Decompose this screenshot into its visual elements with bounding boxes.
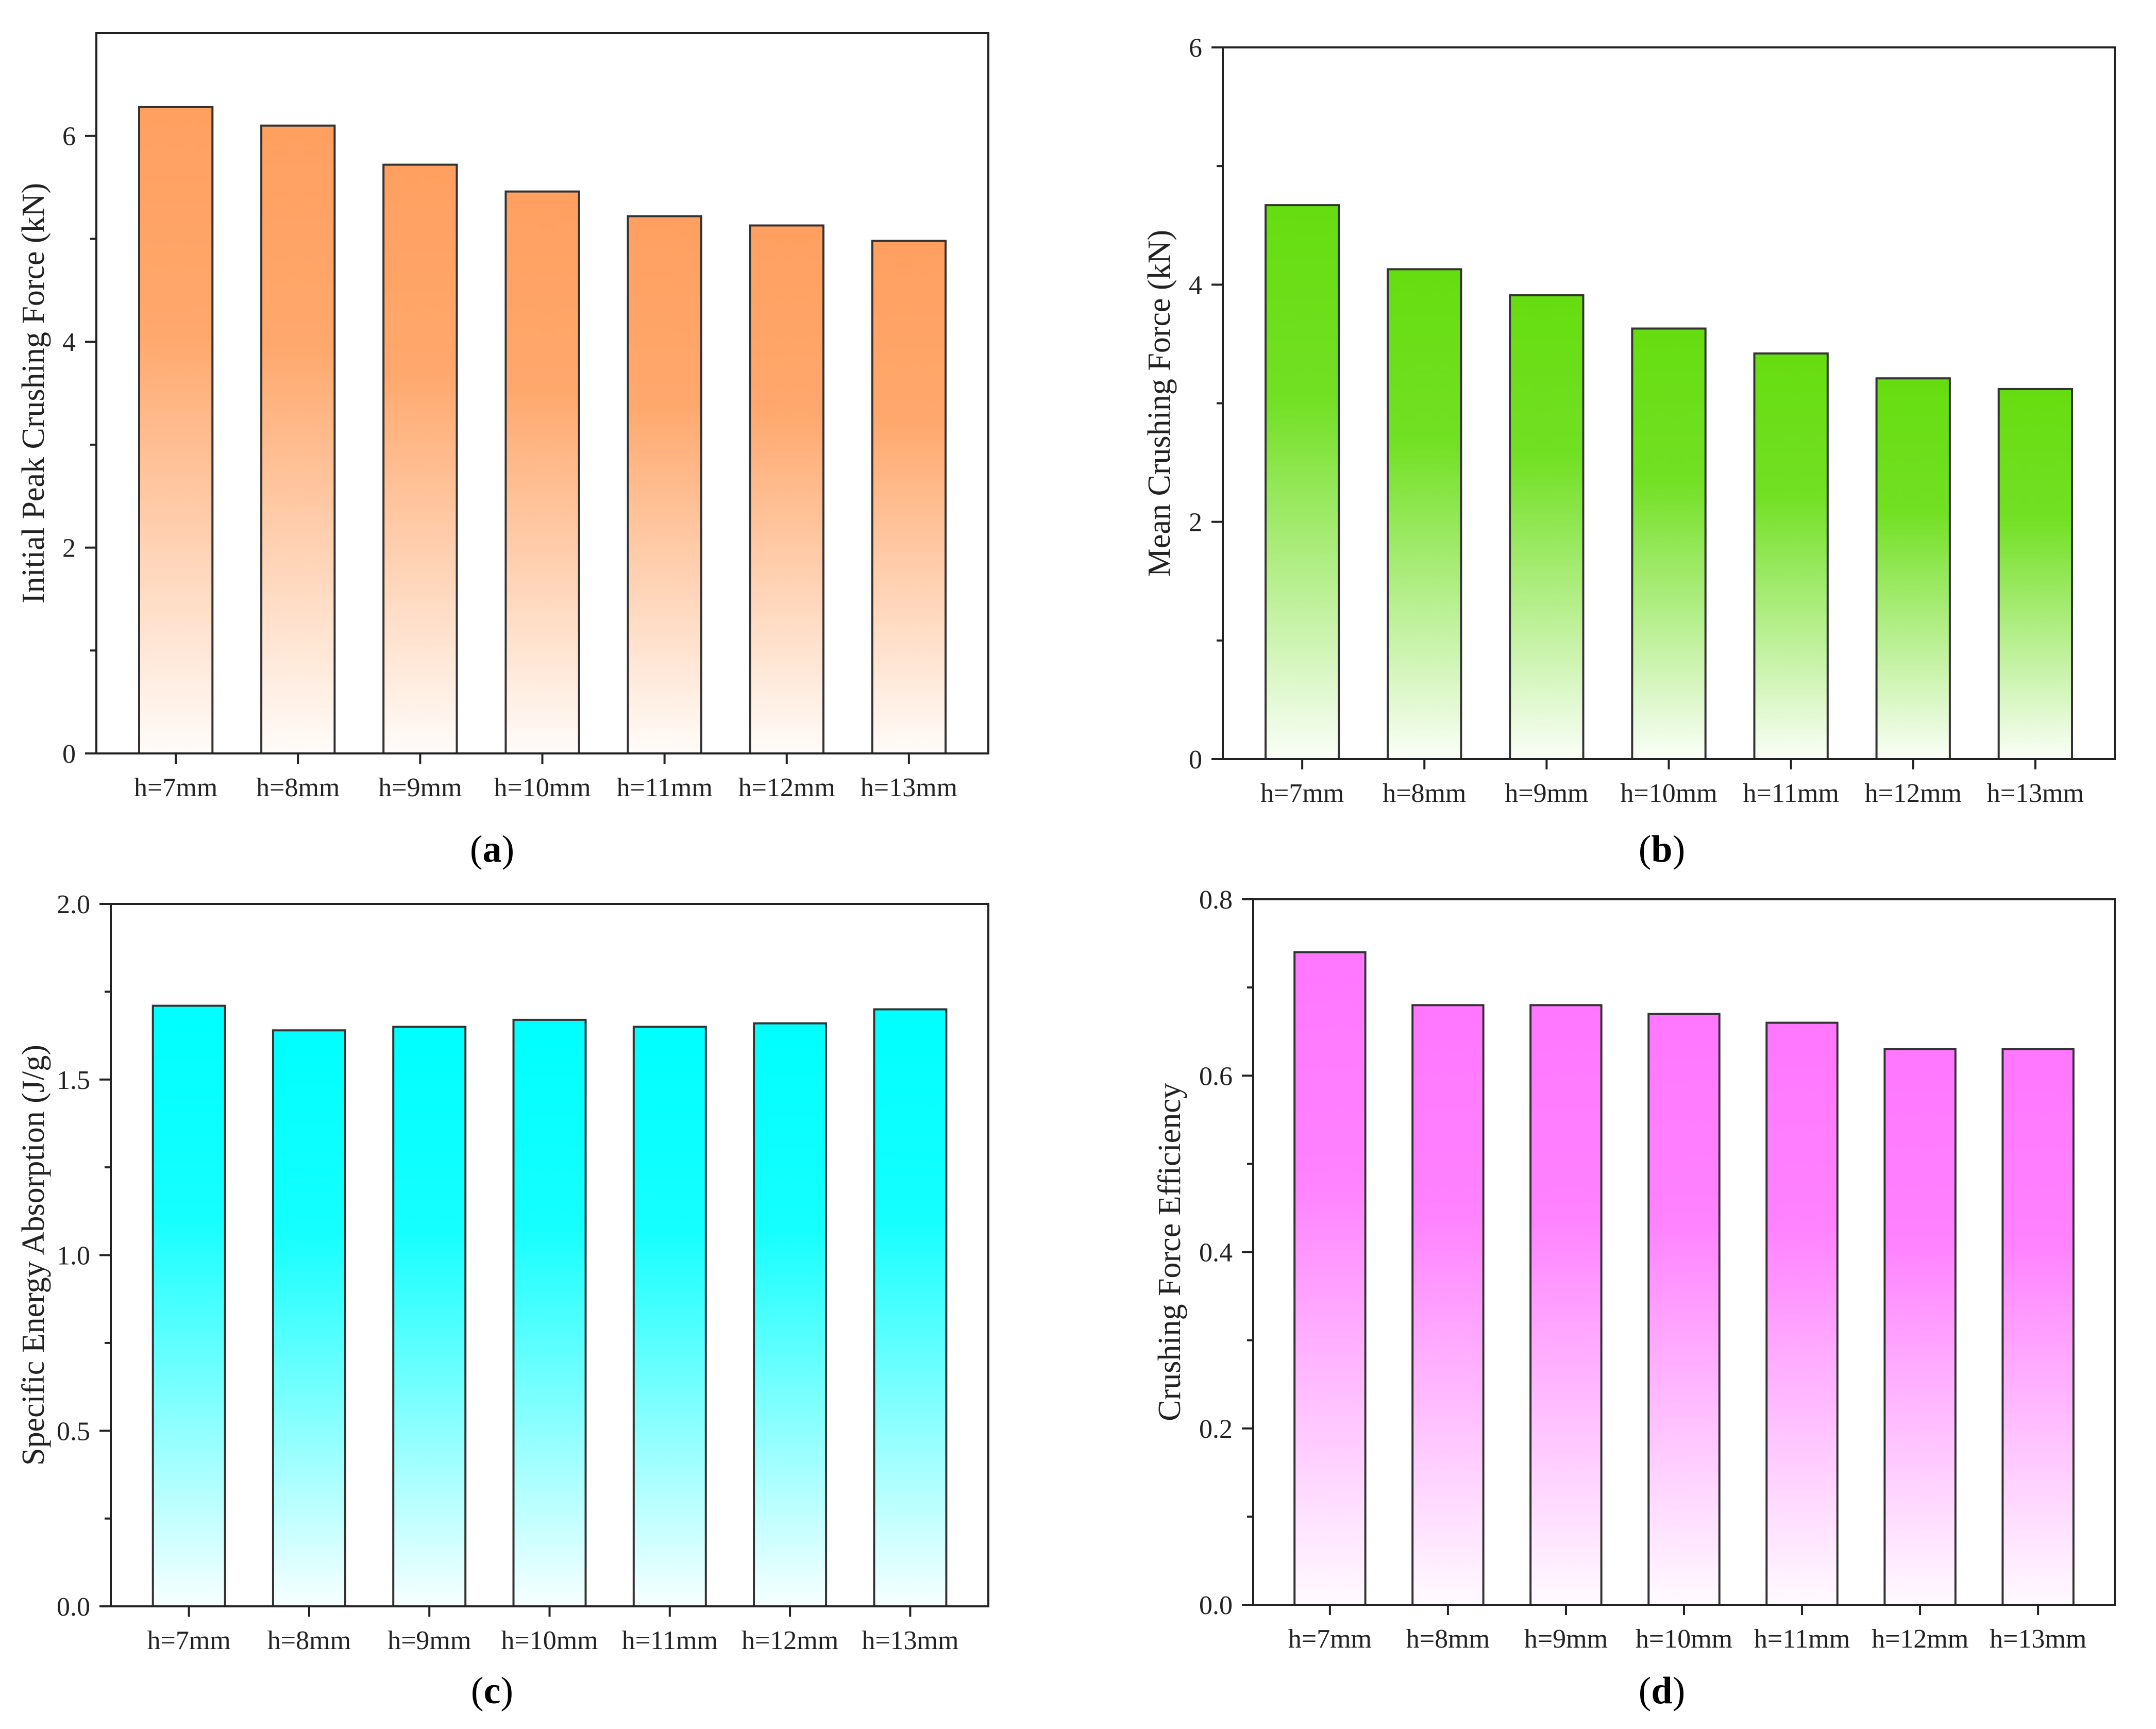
x-tick-label-b-3: h=9mm [1505, 779, 1588, 808]
y-tick-label-b: 4 [1189, 271, 1202, 300]
y-tick-label-c: 0.5 [57, 1417, 90, 1446]
panel-caption-d: (d) [1639, 1670, 1685, 1712]
y-tick-label-d: 0.4 [1199, 1238, 1233, 1268]
x-tick-label-d-1: h=7mm [1288, 1624, 1372, 1654]
bar-b-7 [1997, 388, 2073, 760]
bar-b-1 [1265, 204, 1340, 761]
x-tick-label-b-4: h=10mm [1620, 779, 1717, 808]
x-tick-label-b-5: h=11mm [1743, 779, 1839, 808]
x-tick-label-a-6: h=12mm [738, 773, 835, 802]
x-tick-label-c-4: h=10mm [501, 1626, 598, 1655]
panel-caption-a: (a) [470, 828, 514, 870]
y-tick-label-c: 1.0 [57, 1241, 90, 1271]
x-tick-label-b-6: h=12mm [1865, 779, 1962, 808]
bar-d-6 [1883, 1048, 1957, 1606]
x-tick-label-b-2: h=8mm [1383, 779, 1466, 808]
x-tick-label-a-3: h=9mm [378, 773, 462, 802]
x-tick-label-d-2: h=8mm [1406, 1624, 1490, 1654]
bar-a-4 [504, 190, 580, 755]
chart-panel-b: 0 2 4 6 h=7mm h=8mm h=9mm h=10mm h=11mm h=12mm h=1… [1142, 33, 2116, 870]
y-tick-label-a: 6 [62, 122, 76, 152]
bar-d-3 [1529, 1004, 1603, 1606]
x-tick-label-c-7: h=13mm [862, 1626, 958, 1655]
bar-a-6 [749, 224, 824, 754]
bar-d-5 [1765, 1021, 1839, 1606]
panel-caption-b: (b) [1639, 828, 1685, 870]
y-tick-label-d: 0.8 [1199, 885, 1233, 915]
x-tick-label-d-7: h=13mm [1990, 1624, 2086, 1654]
y-tick-label-c: 2.0 [57, 890, 90, 919]
x-tick-label-c-1: h=7mm [147, 1626, 231, 1655]
chart-panel-c: 0.0 0.5 1.0 1.5 2.0 h=7mm h=8mm h=9mm h=10mm h=11… [16, 890, 989, 1712]
y-axis-title-b: Mean Crushing Force (kN) [1142, 230, 1177, 577]
bar-c-1 [151, 1004, 226, 1607]
bar-a-3 [382, 163, 458, 755]
bar-c-5 [632, 1026, 707, 1607]
x-tick-label-c-2: h=8mm [267, 1626, 351, 1655]
x-tick-label-c-3: h=9mm [388, 1626, 471, 1655]
y-axis-title-a: Initial Peak Crushing Force (kN) [16, 183, 51, 603]
y-tick-label-c: 1.5 [57, 1066, 90, 1095]
bar-a-1 [138, 106, 214, 754]
x-tick-label-a-5: h=11mm [616, 773, 712, 802]
x-tick-label-d-4: h=10mm [1636, 1624, 1732, 1654]
bar-d-7 [2001, 1048, 2075, 1606]
bar-c-4 [512, 1018, 587, 1607]
bar-c-2 [272, 1029, 346, 1607]
y-tick-label-d: 0.0 [1199, 1591, 1233, 1620]
y-tick-label-b: 2 [1189, 508, 1202, 538]
x-tick-label-b-1: h=7mm [1260, 779, 1344, 808]
x-tick-label-c-5: h=11mm [622, 1626, 718, 1655]
bar-b-4 [1631, 327, 1707, 760]
y-tick-label-b: 6 [1189, 33, 1202, 63]
x-tick-label-a-1: h=7mm [134, 773, 217, 802]
chart-panel-a: 0 2 4 6 h=7mm h=8mm h=9mm h=10mm h=11mm h=12mm h=1… [16, 32, 989, 870]
bar-b-2 [1387, 268, 1462, 760]
bar-b-5 [1753, 352, 1829, 760]
bar-a-2 [260, 124, 336, 755]
chart-panel-d: 0.0 0.2 0.4 0.6 0.8 h=7mm h=8mm h=9mm h=10mm h=11… [1152, 885, 2116, 1712]
y-tick-label-a: 2 [62, 534, 76, 563]
bar-a-7 [871, 240, 947, 754]
x-tick-label-c-6: h=12mm [742, 1626, 838, 1655]
bar-d-4 [1647, 1013, 1721, 1606]
x-tick-label-d-5: h=11mm [1754, 1624, 1850, 1654]
y-tick-label-d: 0.6 [1199, 1062, 1233, 1091]
x-tick-label-d-6: h=12mm [1872, 1624, 1968, 1654]
bar-c-6 [753, 1022, 828, 1607]
bar-c-7 [873, 1008, 948, 1607]
y-tick-label-a: 4 [62, 328, 76, 357]
bar-d-2 [1411, 1004, 1485, 1606]
y-tick-label-c: 0.0 [57, 1592, 90, 1622]
y-axis-title-c: Specific Energy Absorption (J/g) [16, 1045, 51, 1466]
x-tick-label-a-7: h=13mm [861, 773, 957, 802]
panel-caption-c: (c) [471, 1670, 513, 1712]
x-tick-label-d-3: h=9mm [1524, 1624, 1608, 1654]
bar-c-3 [392, 1026, 467, 1607]
x-tick-label-a-4: h=10mm [494, 773, 591, 802]
y-tick-label-d: 0.2 [1199, 1415, 1233, 1444]
bar-d-1 [1293, 951, 1367, 1606]
bar-a-5 [627, 215, 702, 754]
bar-b-3 [1509, 294, 1585, 760]
x-tick-label-b-7: h=13mm [1987, 779, 2084, 808]
x-tick-label-a-2: h=8mm [256, 773, 340, 802]
y-axis-title-d: Crushing Force Efficiency [1152, 1083, 1187, 1421]
bar-b-6 [1875, 377, 1951, 760]
y-tick-label-b: 0 [1189, 745, 1202, 775]
y-tick-label-a: 0 [62, 740, 76, 769]
